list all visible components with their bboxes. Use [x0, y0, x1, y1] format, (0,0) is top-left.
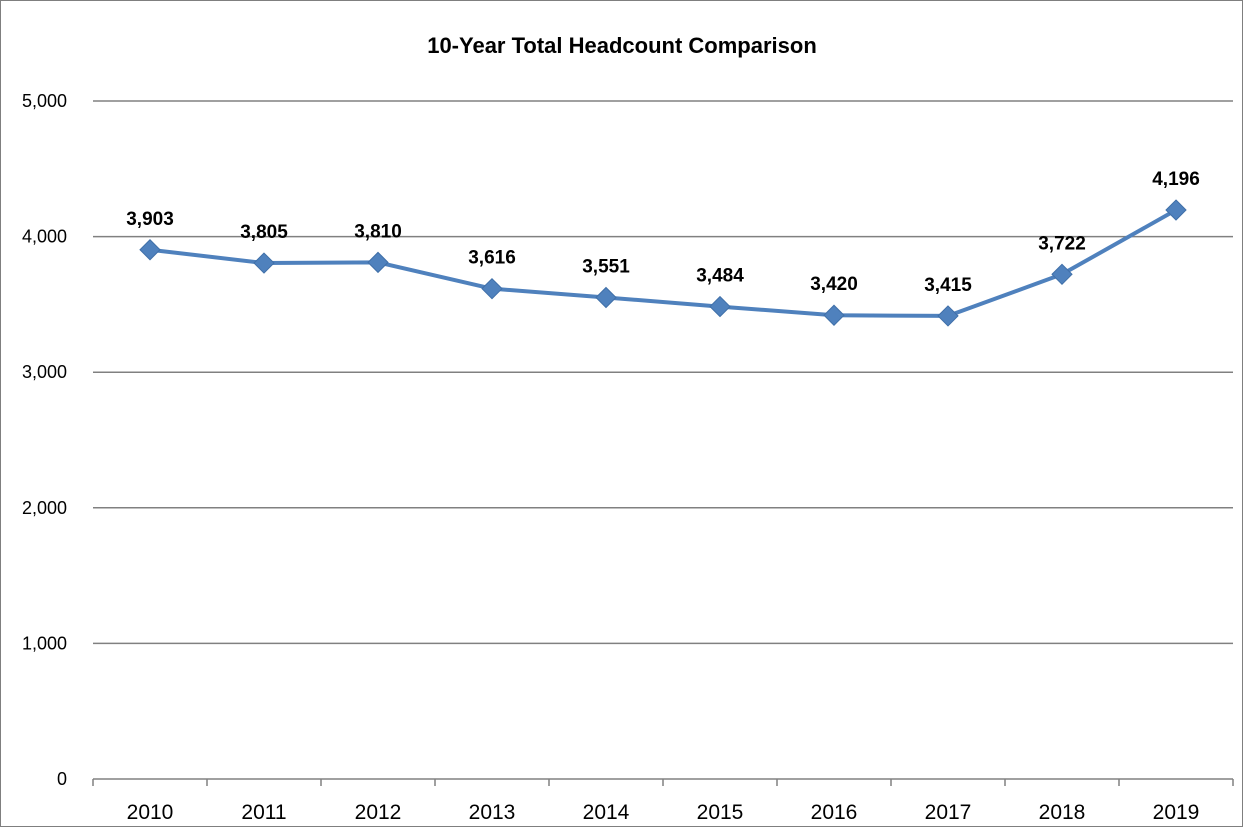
- data-point-marker: [595, 286, 617, 309]
- y-tick-label: 3,000: [22, 362, 67, 382]
- x-tick-label: 2012: [355, 801, 402, 824]
- gridlines: [93, 100, 1233, 645]
- x-tick-label: 2017: [925, 801, 972, 824]
- data-labels: 3,903 3,805 3,810 3,616 3,551 3,484 3,420 3,415…: [126, 169, 1200, 296]
- x-axis: [92, 778, 1234, 786]
- y-tick-label: 1,000: [22, 633, 67, 653]
- y-tick-label: 5,000: [22, 91, 67, 111]
- x-tick-label: 2014: [583, 801, 630, 824]
- data-point-marker: [253, 252, 275, 274]
- data-label: 3,722: [1038, 233, 1086, 254]
- data-point-marker: [823, 304, 845, 326]
- data-label: 3,903: [126, 209, 174, 230]
- data-point-marker: [367, 251, 389, 274]
- x-tick-label: 2010: [127, 801, 174, 824]
- data-point-marker: [139, 239, 161, 261]
- series-headcount: [139, 199, 1187, 327]
- data-point-marker: [481, 277, 503, 300]
- series-line: [149, 208, 1177, 318]
- data-point-marker: [1051, 263, 1073, 286]
- x-tick-label: 2011: [241, 801, 286, 824]
- data-label: 3,805: [240, 222, 288, 243]
- y-axis-tick-labels: 0 1,000 2,000 3,000 4,000 5,000: [22, 91, 67, 789]
- y-tick-label: 4,000: [22, 227, 67, 247]
- data-point-marker: [709, 295, 731, 318]
- chart-title: 10-Year Total Headcount Comparison: [427, 33, 817, 58]
- data-label: 3,484: [696, 266, 744, 287]
- data-label: 3,415: [924, 275, 972, 296]
- data-label: 3,420: [810, 274, 858, 295]
- x-tick-label: 2018: [1039, 801, 1086, 824]
- x-tick-label: 2013: [469, 801, 516, 824]
- x-axis-tick-labels: 2010 2011 2012 2013 2014 2015 2016 2017 2018 2019: [127, 801, 1200, 824]
- y-tick-label: 0: [57, 769, 67, 789]
- data-label: 3,810: [354, 221, 402, 242]
- y-tick-label: 2,000: [22, 498, 67, 518]
- x-tick-label: 2019: [1153, 801, 1200, 824]
- data-point-marker: [1165, 199, 1187, 221]
- x-tick-label: 2015: [697, 801, 744, 824]
- data-point-marker: [937, 305, 959, 327]
- data-label: 4,196: [1152, 169, 1200, 190]
- data-label: 3,551: [582, 256, 630, 277]
- x-tick-label: 2016: [811, 801, 858, 824]
- data-label: 3,616: [468, 248, 516, 269]
